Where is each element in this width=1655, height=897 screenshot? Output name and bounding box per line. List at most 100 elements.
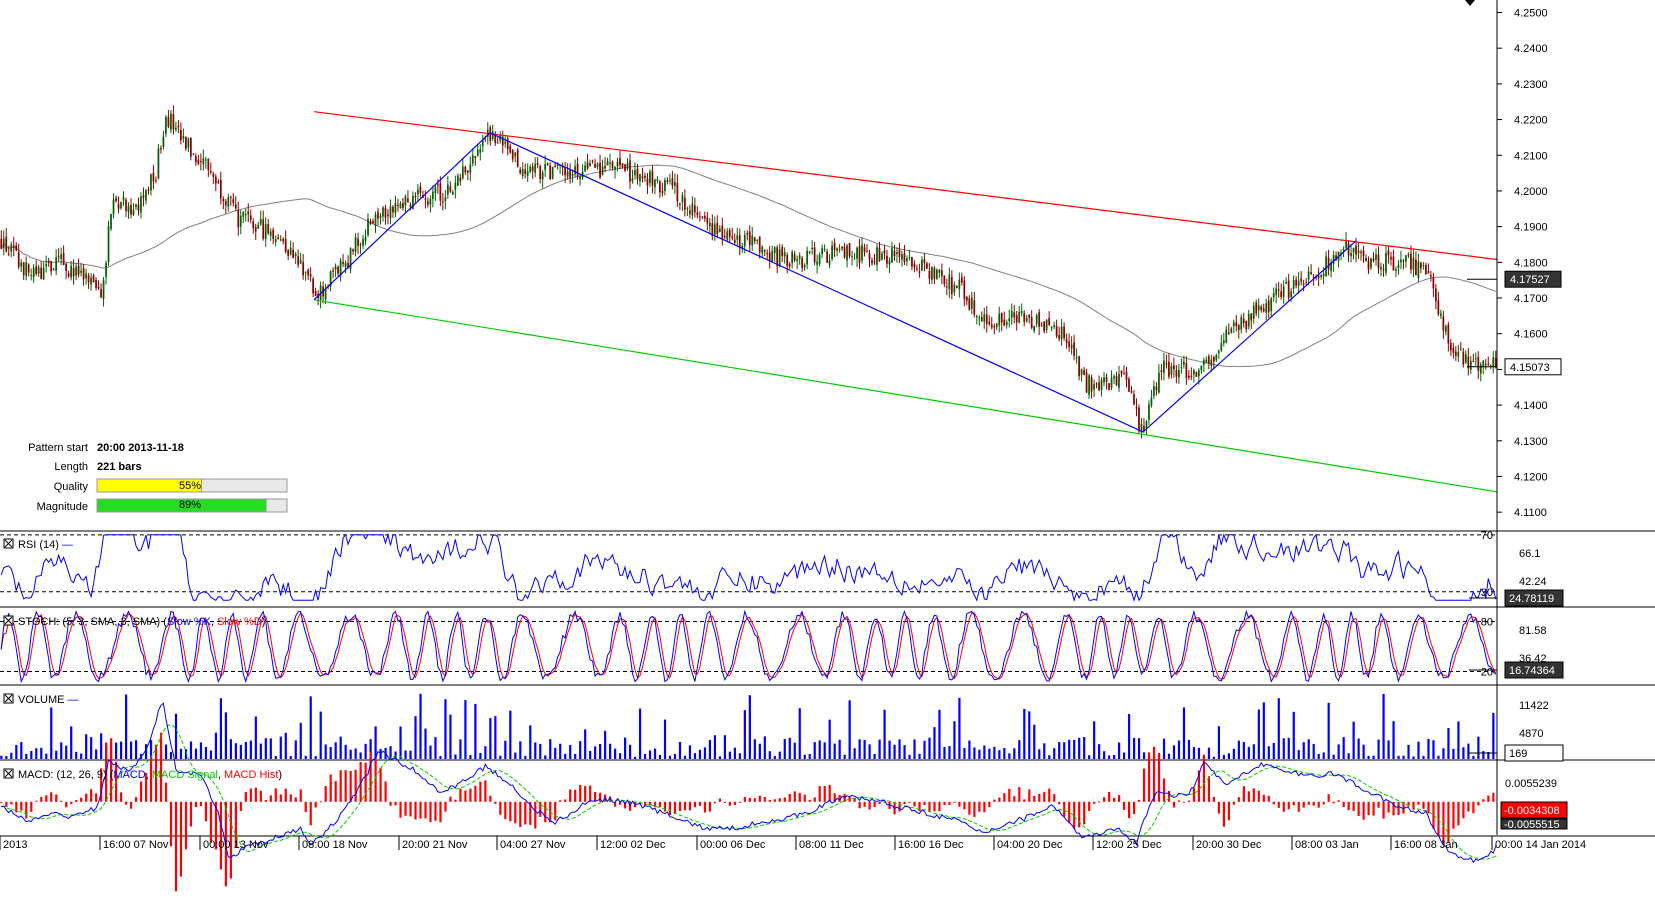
candle-body: [863, 247, 866, 253]
volume-bar: [279, 736, 282, 759]
candle-body: [1355, 245, 1357, 255]
candle-body: [514, 152, 517, 157]
volume-bar: [184, 749, 188, 759]
macd-title: MACD: (12, 26, 9) (MACD, MACD Signal, MA…: [18, 769, 282, 781]
candle-body: [397, 204, 399, 206]
macd-hist-bar: [294, 797, 297, 802]
candle-body: [958, 279, 961, 290]
volume-bar: [623, 737, 627, 759]
macd-hist-bar: [35, 800, 38, 802]
volume-bar: [833, 743, 836, 759]
candle-body: [25, 261, 28, 277]
candle-body: [27, 264, 30, 273]
candle-body: [771, 250, 774, 262]
candle-body: [1090, 377, 1093, 392]
time-tick-label: 04:00 20 Dec: [997, 839, 1063, 851]
candle-body: [698, 216, 701, 218]
candle-body: [813, 247, 816, 263]
candle-body: [776, 247, 779, 267]
volume-bar: [1113, 754, 1116, 759]
candle-body: [1395, 269, 1397, 271]
candle-body: [394, 202, 397, 214]
macd-hist-bar: [1287, 801, 1290, 810]
macd-hist-bar: [1482, 799, 1485, 802]
rsi-last-value-box: [1504, 589, 1564, 607]
macd-hist-bar: [5, 801, 8, 807]
candle-body: [574, 166, 576, 175]
volume-bar: [65, 745, 68, 759]
volume-bar: [549, 739, 552, 759]
candle-body: [718, 228, 721, 232]
macd-hist-bar: [609, 796, 612, 802]
volume-bar: [778, 751, 781, 759]
candle-body: [52, 268, 55, 271]
macd-hist-bar: [394, 801, 397, 806]
macd-hist-bar: [1033, 795, 1036, 802]
candle-body: [891, 248, 893, 263]
candle-body: [1397, 264, 1400, 269]
volume-bar: [50, 707, 53, 759]
candle-body: [1050, 327, 1053, 329]
volume-bar: [329, 747, 332, 759]
candle-body: [334, 266, 337, 270]
candle-body: [237, 209, 240, 228]
candle-body: [723, 236, 726, 238]
candle-body: [888, 260, 891, 265]
candle-body: [639, 174, 641, 182]
candle-body: [516, 149, 519, 167]
candle-body: [973, 300, 976, 315]
volume-bar: [244, 741, 247, 759]
candle-body: [369, 221, 372, 225]
macd-hist-bar: [95, 793, 98, 802]
volume-bar: [983, 745, 986, 759]
volume-bar: [678, 741, 682, 759]
candle-body: [1352, 247, 1355, 253]
candle-body: [481, 139, 484, 147]
candle-body: [935, 269, 938, 279]
candle-body: [786, 254, 789, 266]
macd-hist-bar: [349, 771, 352, 802]
macd-hist-bar: [40, 797, 43, 802]
candle-body: [1402, 260, 1405, 262]
volume-bar: [953, 721, 956, 759]
macd-hist-bar: [988, 801, 991, 808]
volume-bar: [663, 719, 667, 759]
candle-body: [926, 263, 928, 269]
candle-body: [1145, 421, 1148, 428]
candle-body: [147, 189, 150, 191]
volume-bar: [474, 703, 477, 759]
price-last-value-text: 4.15073: [1510, 362, 1550, 374]
candle-body: [731, 236, 734, 239]
macd-hist-bar: [648, 801, 652, 805]
volume-bar: [494, 716, 497, 759]
candle-body: [1175, 370, 1178, 377]
candle-body: [975, 316, 978, 318]
volume-bar: [1118, 742, 1121, 759]
candle-body: [1110, 377, 1113, 388]
macd-hist-bar: [304, 801, 307, 812]
macd-hist-bar: [164, 782, 168, 802]
volume-bar: [499, 755, 502, 759]
candle-body: [796, 259, 799, 261]
candle-body: [377, 211, 379, 219]
candle-body: [591, 160, 594, 162]
candle-body: [112, 199, 115, 215]
volume-bar: [389, 746, 392, 759]
rsi-level-label: 70: [1481, 530, 1493, 542]
volume-bar: [1073, 739, 1076, 759]
candle-body: [1482, 360, 1485, 368]
volume-bar: [539, 743, 542, 759]
candle-body: [1405, 255, 1407, 262]
candle-body: [456, 175, 459, 186]
macd-hist-bar: [154, 744, 158, 802]
macd-hist-bar: [149, 758, 153, 802]
volume-bar: [1347, 753, 1350, 759]
volume-bar: [978, 749, 981, 759]
volume-bar: [224, 712, 227, 759]
candle-body: [793, 253, 796, 261]
macd-hist-bar: [619, 801, 622, 805]
volume-bar: [1337, 744, 1340, 759]
candle-body: [544, 164, 547, 170]
macd-hist-bar: [1442, 801, 1445, 844]
candle-body: [1415, 259, 1417, 276]
